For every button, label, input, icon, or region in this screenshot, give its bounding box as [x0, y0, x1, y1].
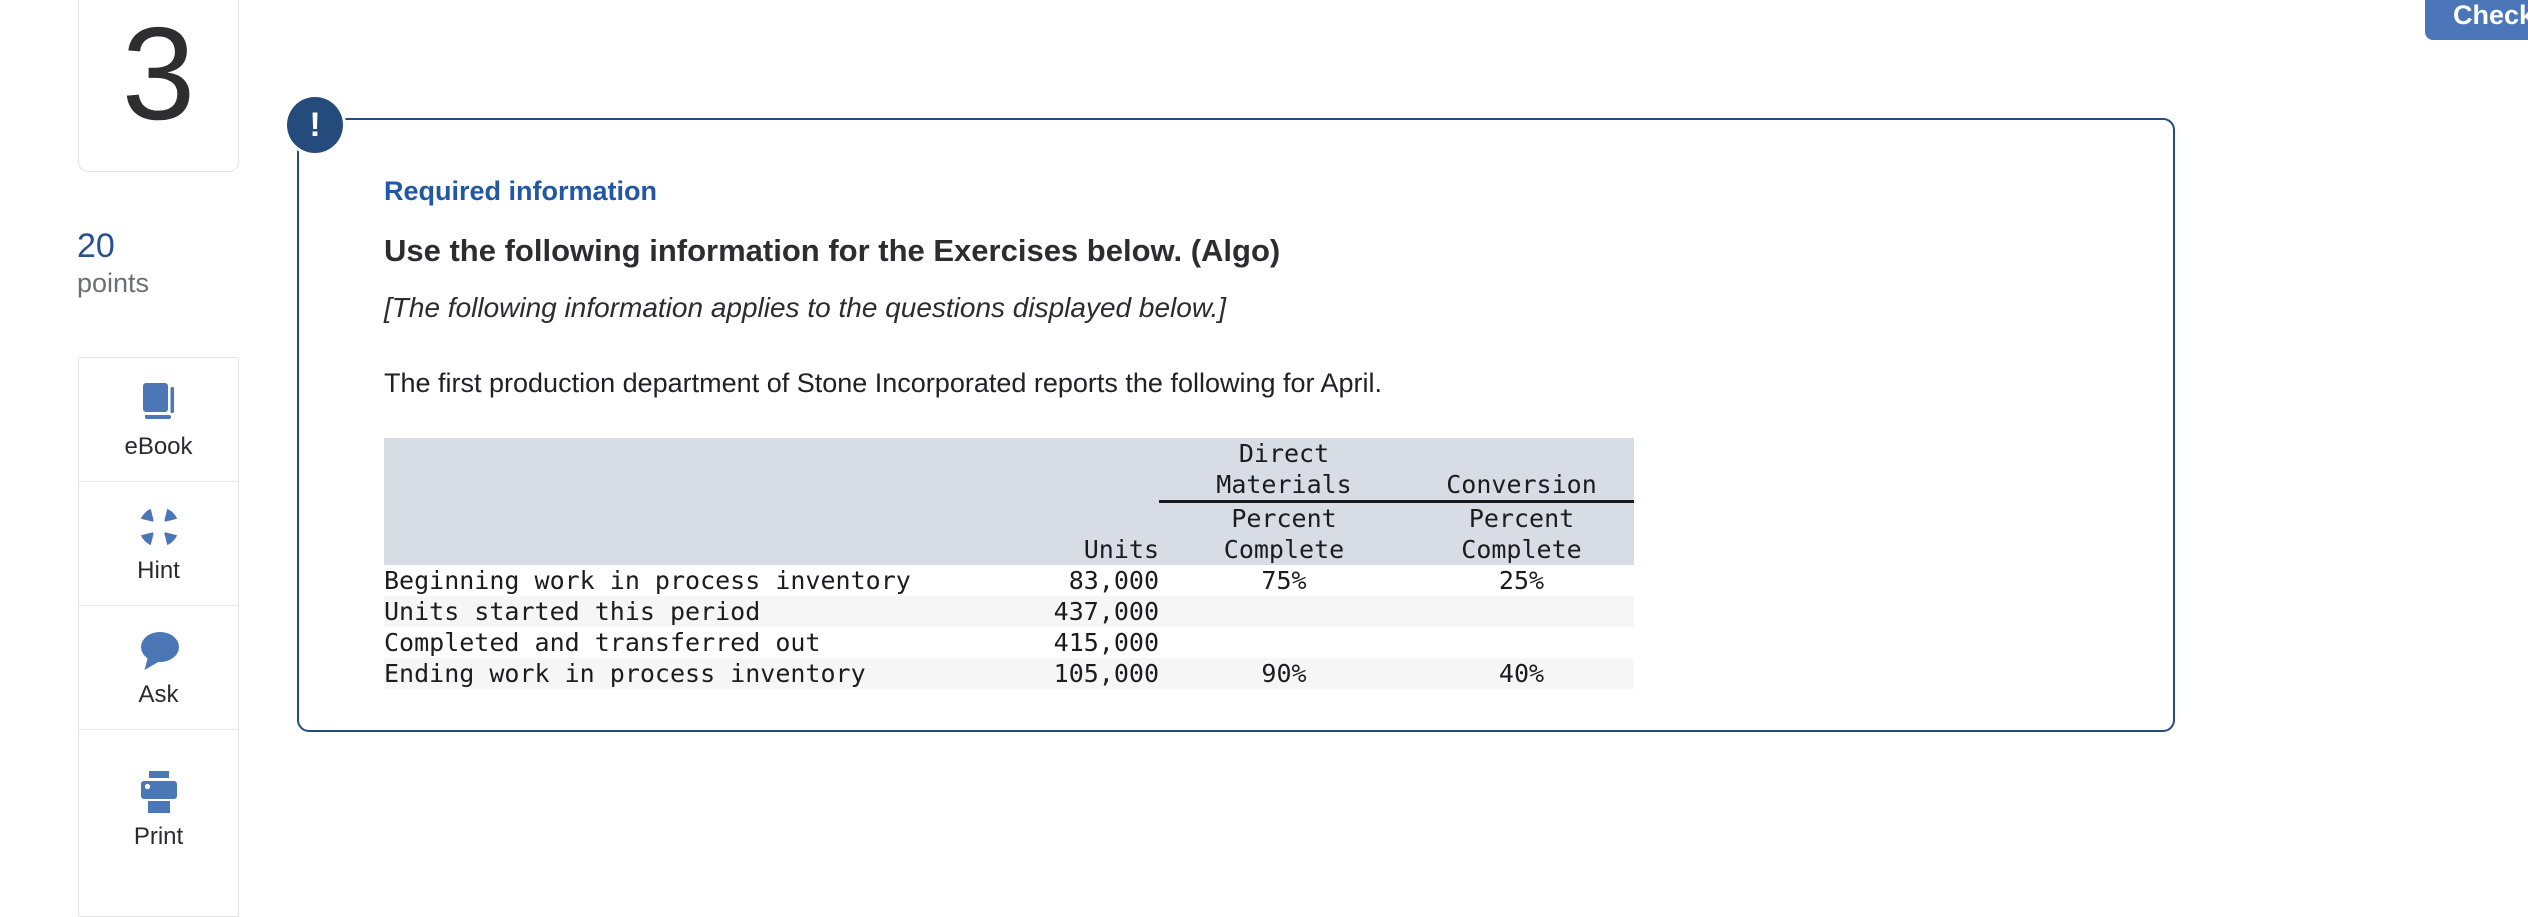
- sidebar-item-print[interactable]: Print: [79, 730, 238, 890]
- required-information-panel: Required information Use the following i…: [297, 118, 2175, 732]
- cv-percent-complete-header: Percent Complete: [1409, 501, 1634, 565]
- units-value: 437,000: [1009, 596, 1159, 627]
- exercise-subheading: [The following information applies to th…: [384, 292, 1227, 323]
- table-column-header-row: Units Percent Complete Percent Complete: [384, 501, 1634, 565]
- question-number-card: 3: [78, 0, 239, 172]
- sidebar-item-ask[interactable]: Ask: [79, 606, 238, 730]
- chat-bubble-icon: [140, 631, 179, 670]
- points-label: points: [77, 267, 150, 298]
- units-value: 415,000: [1053, 628, 1159, 657]
- table-row: Beginning work in process inventory 83,0…: [384, 565, 1634, 596]
- dm-percent-value: [1159, 627, 1409, 658]
- row-label: Units started this period: [384, 596, 1009, 627]
- table-group-header-row: Direct Materials Conversion: [384, 438, 1634, 503]
- tool-sidebar: eBook Hint Ask Print: [78, 357, 239, 917]
- exercise-intro-text: The first production department of Stone…: [384, 368, 1383, 398]
- alert-icon: !: [287, 97, 343, 153]
- points-value: 20: [77, 227, 115, 265]
- cv-percent-value: [1409, 627, 1634, 658]
- book-icon: [142, 382, 174, 419]
- dm-percent-value: 75%: [1261, 566, 1307, 595]
- direct-materials-header: Direct Materials: [1159, 438, 1409, 503]
- sidebar-item-label: Hint: [137, 556, 180, 584]
- units-value: 105,000: [1009, 658, 1159, 689]
- cv-percent-value: [1409, 596, 1634, 627]
- units-value: 83,000: [1068, 566, 1159, 595]
- sidebar-item-label: Ask: [138, 680, 179, 708]
- dm-percent-complete-header: Percent Complete: [1159, 501, 1409, 565]
- empty-header-cell: [384, 438, 1159, 502]
- sidebar-item-label: Print: [133, 823, 184, 850]
- dm-percent-value: [1159, 596, 1409, 627]
- production-data-table: Direct Materials Conversion Units Percen…: [384, 438, 1634, 689]
- question-number: 3: [121, 0, 196, 147]
- cv-percent-value: 40%: [1409, 658, 1634, 689]
- sidebar-item-label: eBook: [124, 432, 193, 460]
- life-ring-icon: [137, 505, 180, 548]
- units-header: Units: [1009, 501, 1159, 565]
- printer-icon: [140, 771, 177, 813]
- row-label: Completed and transferred out: [384, 628, 821, 657]
- row-label: Ending work in process inventory: [384, 658, 1009, 689]
- check-button[interactable]: Check: [2425, 0, 2528, 40]
- cv-percent-value: 25%: [1498, 566, 1545, 595]
- dm-percent-value: 90%: [1159, 658, 1409, 689]
- points-block: 20 points: [77, 226, 149, 299]
- table-row: Units started this period 437,000: [384, 596, 1634, 627]
- required-information-label: Required information: [384, 176, 658, 206]
- row-label: Beginning work in process inventory: [384, 566, 911, 595]
- table-row: Ending work in process inventory 105,000…: [384, 658, 1634, 689]
- conversion-header: Conversion: [1409, 438, 1634, 503]
- empty-header-cell: [384, 501, 1009, 565]
- exercise-heading: Use the following information for the Ex…: [384, 233, 1281, 268]
- sidebar-item-hint[interactable]: Hint: [79, 482, 238, 606]
- sidebar-item-ebook[interactable]: eBook: [79, 358, 238, 482]
- table-row: Completed and transferred out 415,000: [384, 627, 1634, 658]
